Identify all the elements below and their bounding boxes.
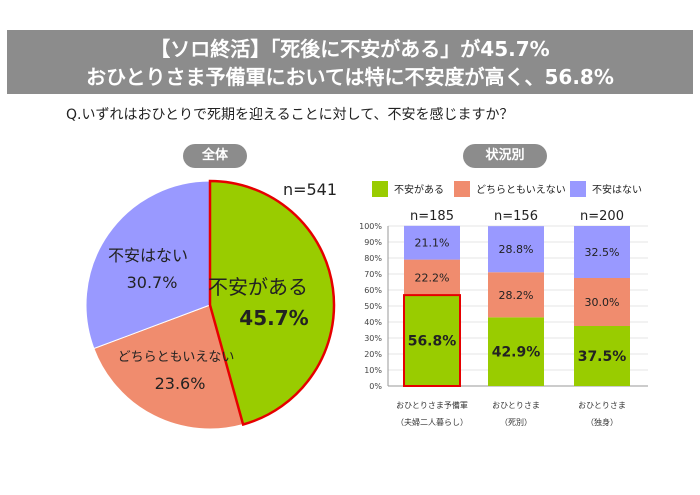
y-tick-label: 80%	[364, 254, 382, 263]
bar-2-value-label-3: 28.8%	[499, 243, 534, 256]
pie-slice-label-2: どちらともいえない	[118, 350, 235, 365]
legend-label-1: 不安がある	[394, 183, 444, 196]
x-category-label-3-line1: おひとりさま	[578, 401, 626, 410]
bar-1-segment-1	[404, 295, 460, 386]
title-line-2: おひとりさま予備軍においては特に不安度が高く、56.8%	[86, 65, 614, 89]
bar-3-value-label-3: 32.5%	[585, 246, 620, 259]
pie-slice-value-1: 45.7%	[239, 306, 308, 330]
y-tick-label: 20%	[364, 350, 382, 359]
survey-question: Q.いずれはおひとりで死期を迎えることに対して、不安を感じますか？	[66, 107, 514, 123]
pie-slice-3	[85, 180, 211, 350]
bar-2-segment-2	[488, 272, 544, 318]
bar-2-n-label: n=156	[494, 209, 538, 224]
x-category-label-1-line2: （夫婦二人暮らし）	[396, 417, 468, 427]
legend-swatch-1	[372, 181, 388, 197]
title-line-1: 【ソロ終活】「死後に不安がある」が45.7%	[150, 37, 550, 61]
y-tick-label: 70%	[364, 270, 382, 279]
y-tick-label: 100%	[359, 222, 382, 231]
x-category-label-2-line1: おひとりさま	[492, 401, 540, 410]
pie-chart-title: 全体	[183, 144, 247, 168]
bar-chart-title: 状況別	[463, 144, 547, 168]
y-tick-label: 50%	[364, 302, 382, 311]
legend-label-3: 不安はない	[592, 183, 642, 196]
bar-3-segment-3	[574, 226, 630, 278]
title-banner: 【ソロ終活】「死後に不安がある」が45.7% おひとりさま予備軍においては特に不…	[7, 30, 693, 94]
bar-1-value-label-1: 56.8%	[408, 334, 457, 350]
pie-slice-value-3: 30.7%	[127, 273, 178, 292]
pie-slice-label-3: 不安はない	[108, 246, 188, 265]
bar-2-segment-3	[488, 226, 544, 273]
y-tick-label: 60%	[364, 286, 382, 295]
bar-3-value-label-2: 30.0%	[585, 296, 620, 309]
x-category-label-2-line2: （死別）	[500, 418, 532, 427]
bar-3-n-label: n=200	[580, 209, 624, 224]
pie-n-label: n=541	[283, 180, 337, 199]
y-tick-label: 0%	[369, 382, 382, 391]
bar-3-segment-1	[574, 326, 630, 386]
y-tick-label: 40%	[364, 318, 382, 327]
legend-label-2: どちらともいえない	[476, 184, 566, 196]
legend-swatch-2	[454, 181, 470, 197]
bar-3-segment-2	[574, 278, 630, 326]
y-tick-label: 90%	[364, 238, 382, 247]
pie-slice-2	[93, 304, 244, 430]
bar-highlight-border	[403, 294, 461, 387]
x-category-label-1-line1: おひとりさま予備軍	[396, 400, 468, 410]
bar-1-segment-3	[404, 225, 460, 260]
bar-1-n-label: n=185	[410, 209, 454, 224]
y-tick-label: 30%	[364, 334, 382, 343]
x-category-label-3-line2: （独身）	[586, 417, 618, 427]
y-tick-label: 10%	[364, 366, 382, 375]
bar-2-value-label-2: 28.2%	[499, 289, 534, 302]
bar-2-segment-1	[488, 317, 544, 386]
legend-swatch-3	[570, 181, 586, 197]
bar-3-value-label-1: 37.5%	[578, 349, 627, 365]
bar-1-value-label-2: 22.2%	[415, 271, 450, 284]
bar-1-segment-2	[404, 259, 460, 296]
bar-1-value-label-3: 21.1%	[415, 237, 450, 250]
bar-2-value-label-1: 42.9%	[492, 345, 541, 361]
pie-slice-label-1: 不安がある	[208, 275, 308, 299]
pie-slice-value-2: 23.6%	[155, 374, 206, 393]
pie-highlight-border	[208, 179, 336, 427]
